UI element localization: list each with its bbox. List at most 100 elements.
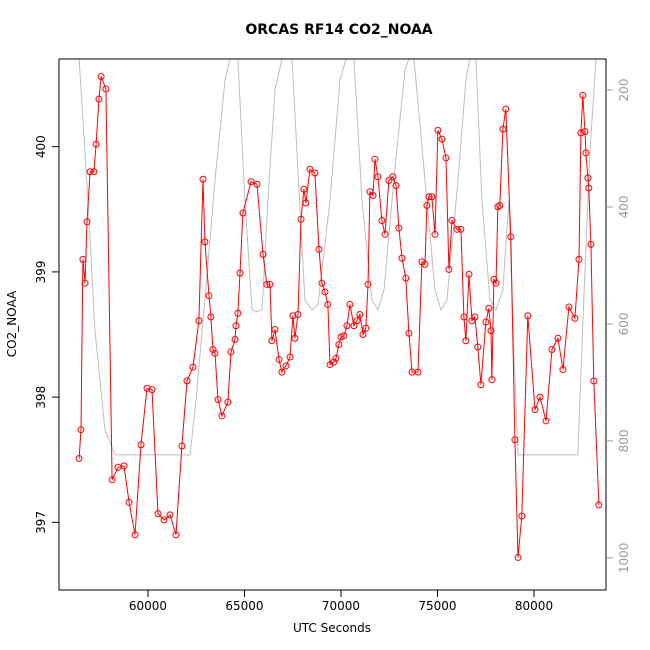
point [364,280,372,288]
point [335,341,343,349]
point [482,318,490,326]
point [438,135,446,143]
point [378,217,386,225]
point [581,128,589,136]
point [83,218,91,226]
point [271,326,279,334]
point [97,73,105,81]
point [340,332,348,340]
point [492,279,500,287]
point [209,346,217,354]
point [374,173,382,181]
point [577,129,585,137]
point [234,309,242,317]
point [571,314,579,322]
point [398,254,406,262]
point [143,384,151,392]
point [189,363,197,371]
point [183,377,191,385]
point [395,224,403,232]
point [207,313,215,321]
point [346,300,354,308]
point [306,165,314,173]
point [236,269,244,277]
point [389,173,397,181]
point [160,516,168,524]
point [423,202,431,210]
x-tick-label: 60000 [129,599,167,613]
x-tick-label: 65000 [225,599,263,613]
point [385,176,393,184]
point [154,510,162,518]
point [178,442,186,450]
point [259,250,267,258]
point [205,292,213,300]
point [559,366,567,374]
point [536,393,544,401]
point [297,215,305,223]
point [131,531,139,539]
point [474,343,482,351]
point [125,498,133,506]
y2-tick-label: 1000 [617,543,631,574]
point [231,336,239,344]
point [575,255,583,263]
point [462,337,470,345]
point [565,303,573,311]
point [102,85,110,93]
point [548,346,556,354]
point [321,288,329,296]
point [582,149,590,157]
point [239,209,247,217]
point [77,426,85,434]
point [584,174,592,182]
point [315,245,323,253]
point [425,193,433,201]
point [311,169,319,177]
point [263,280,271,288]
chart-title: ORCAS RF14 CO2_NOAA [245,22,432,38]
point [496,202,504,210]
point [488,376,496,384]
point [79,255,87,263]
point [224,398,232,406]
point [318,279,326,287]
point [465,270,473,278]
y-tick-label: 398 [34,386,48,409]
point [268,337,276,345]
point [471,313,479,321]
plot-frame [58,58,607,591]
point [585,184,593,192]
point [247,178,255,186]
point [359,331,367,339]
point [453,225,461,233]
point [324,300,332,308]
point [332,354,340,362]
y-tick-label: 397 [34,511,48,534]
point [289,312,297,320]
point [590,377,598,385]
series-line [78,59,597,456]
point [199,175,207,183]
point [227,348,235,356]
point [490,275,498,283]
point [294,310,302,318]
point [381,230,389,238]
point [353,317,361,325]
point [148,386,156,394]
point [253,180,261,188]
x-tick-label: 75000 [418,599,456,613]
plot-area [75,59,603,561]
point [457,225,465,233]
point [86,168,94,176]
y-axis-label: CO2_NOAA [5,290,19,357]
y-tick-label: 400 [34,135,48,158]
point [431,230,439,238]
y2-tick-label: 200 [617,79,631,102]
point [211,349,219,357]
point [485,304,493,312]
point [477,381,485,389]
point [302,199,310,207]
point [428,193,436,201]
point [579,91,587,99]
